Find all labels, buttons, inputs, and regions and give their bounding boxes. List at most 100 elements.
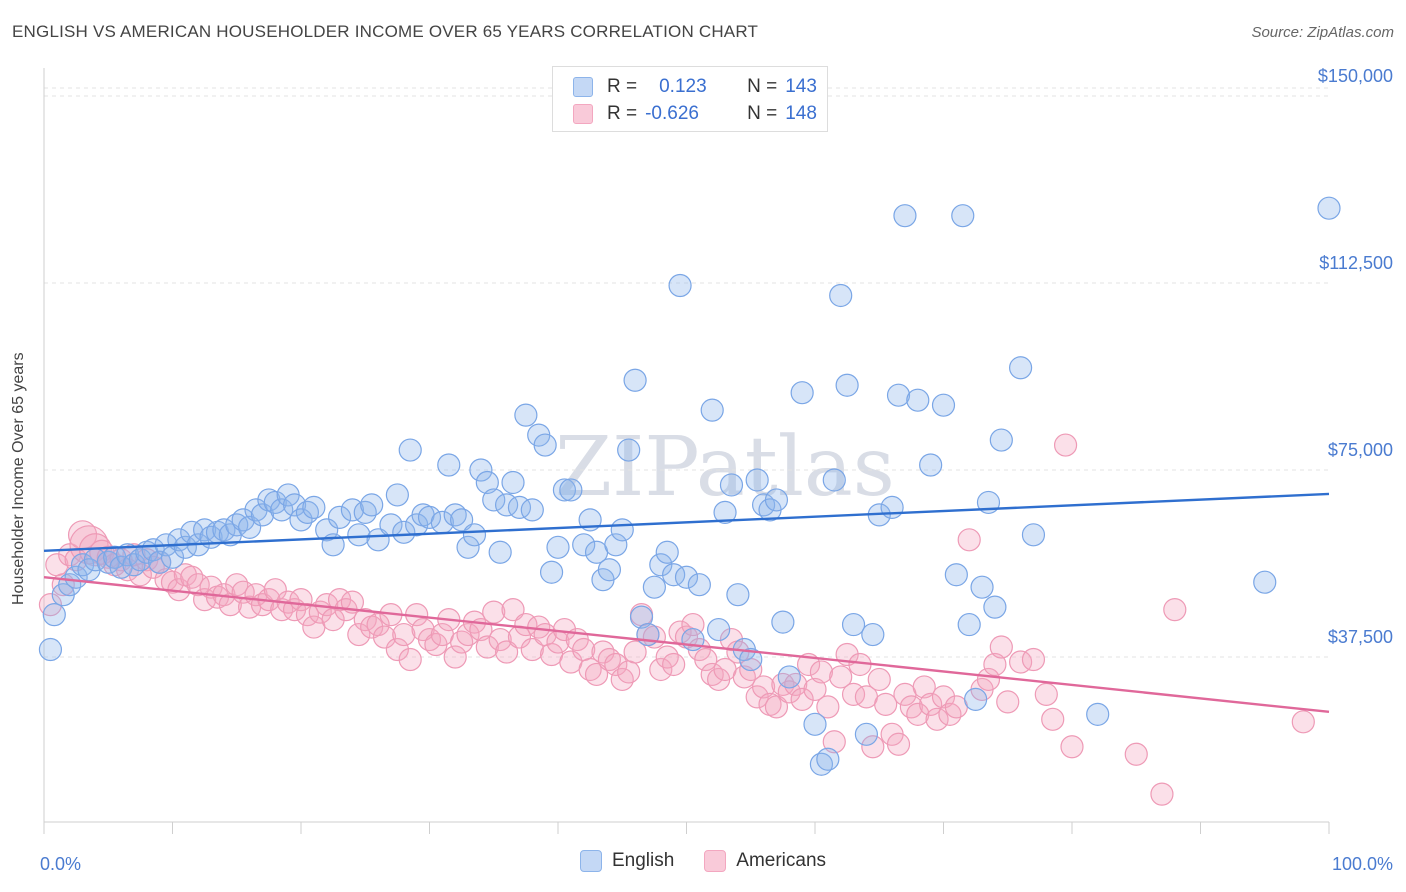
english-n-value: 143 — [785, 76, 817, 97]
americans-point-155 — [1150, 782, 1174, 806]
english-point-81 — [597, 558, 622, 582]
americans-point-154 — [1124, 742, 1148, 766]
english-point-98 — [713, 500, 737, 524]
english-point-90 — [655, 540, 679, 564]
english-point-129 — [964, 687, 988, 711]
english-point-115 — [835, 373, 859, 397]
americans-point-68 — [475, 635, 499, 659]
americans-point-119 — [803, 677, 827, 702]
americans-point-138 — [925, 707, 949, 731]
english-point-74 — [546, 535, 570, 559]
x-tick-label-1: 100.0% — [1332, 854, 1393, 874]
english-point-110 — [803, 712, 827, 736]
y-tick-label-3: $150,000 — [1318, 66, 1393, 86]
english-point-135 — [1021, 523, 1046, 547]
english-point-108 — [777, 665, 801, 689]
legend-item-english: English — [579, 850, 675, 872]
english-point-123 — [906, 388, 930, 412]
legend-americans-swatch — [704, 850, 727, 872]
americans-n-value: 148 — [785, 103, 817, 124]
english-point-1 — [42, 603, 66, 627]
english-point-57 — [437, 453, 461, 477]
legend-english-label: English — [611, 850, 675, 871]
english-point-38 — [289, 508, 313, 532]
americans-point-153 — [1060, 735, 1084, 759]
english-point-106 — [764, 488, 789, 512]
english-point-62 — [469, 458, 493, 482]
english-point-125 — [931, 393, 956, 417]
americans-point-56 — [398, 647, 422, 672]
english-point-114 — [829, 283, 853, 308]
english-point-30 — [238, 515, 262, 539]
americans-point-36 — [270, 598, 294, 622]
english-point-73 — [539, 560, 564, 584]
americans-swatch — [573, 104, 593, 124]
english-point-103 — [745, 468, 769, 492]
english-point-47 — [360, 493, 384, 517]
english-point-118 — [861, 622, 885, 647]
tick-labels: $37,500 $75,000 $112,500 $150,000 0.0% 100.0% — [40, 66, 1393, 874]
americans-point-22 — [180, 565, 204, 589]
english-point-64 — [482, 488, 506, 512]
english-point-132 — [983, 595, 1007, 619]
americans-point-102 — [694, 647, 718, 672]
americans-point-85 — [584, 662, 609, 687]
english-point-94 — [681, 627, 705, 652]
english-point-93 — [674, 565, 699, 589]
americans-n-label: N = — [747, 103, 778, 124]
english-point-117 — [854, 722, 879, 746]
americans-point-121 — [816, 695, 840, 719]
americans-point-142 — [957, 528, 981, 552]
americans-point-91 — [623, 640, 647, 664]
english-point-121 — [886, 383, 911, 407]
series-legend: English Americans — [0, 850, 1406, 872]
americans-point-145 — [983, 652, 1007, 677]
americans-point-149 — [1021, 647, 1046, 672]
english-point-48 — [366, 528, 390, 552]
english-r-label: R = — [607, 76, 638, 97]
americans-point-69 — [482, 600, 506, 624]
y-tick-label-1: $75,000 — [1328, 440, 1393, 460]
americans-point-49 — [353, 607, 377, 632]
chart-title: ENGLISH VS AMERICAN HOUSEHOLDER INCOME O… — [12, 22, 759, 41]
americans-point-54 — [385, 637, 409, 662]
english-point-55 — [417, 505, 442, 529]
english-point-120 — [880, 495, 904, 519]
correlation-legend: R = 0.123 N = 143 R = -0.626 N = 148 — [552, 66, 828, 132]
english-point-34 — [263, 490, 287, 515]
americans-point-123 — [829, 665, 853, 689]
americans-point-52 — [372, 625, 397, 649]
americans-point-88 — [604, 652, 628, 677]
english-point-76 — [559, 478, 583, 502]
english-point-134 — [1008, 356, 1033, 380]
english-point-37 — [282, 493, 307, 517]
americans-point-108 — [732, 665, 756, 689]
americans-point-95 — [649, 657, 673, 682]
trend-lines — [43, 492, 1330, 714]
english-swatch — [573, 77, 593, 97]
americans-point-72 — [501, 598, 525, 622]
legend-americans-label: Americans — [736, 850, 827, 871]
english-n-label: N = — [747, 76, 778, 97]
english-point-51 — [392, 520, 416, 544]
y-tick-label-0: $37,500 — [1328, 627, 1393, 647]
english-point-50 — [385, 483, 409, 507]
english-point-84 — [617, 438, 641, 462]
english-point-138 — [1317, 196, 1341, 220]
americans-point-70 — [488, 627, 512, 652]
americans-point-130 — [874, 692, 898, 716]
americans-point-86 — [591, 640, 615, 664]
legend-item-americans: Americans — [704, 850, 826, 872]
english-point-61 — [462, 523, 487, 547]
americans-point-151 — [1041, 707, 1065, 731]
english-point-59 — [450, 508, 474, 532]
english-point-41 — [315, 518, 339, 542]
source-label: Source: ZipAtlas.com — [1251, 24, 1394, 41]
americans-point-134 — [899, 695, 923, 719]
english-point-112 — [816, 747, 840, 771]
americans-point-156 — [1163, 598, 1187, 622]
english-point-82 — [604, 533, 628, 557]
english-point-70 — [514, 403, 538, 427]
english-point-89 — [649, 553, 673, 577]
english-point-96 — [700, 398, 724, 422]
